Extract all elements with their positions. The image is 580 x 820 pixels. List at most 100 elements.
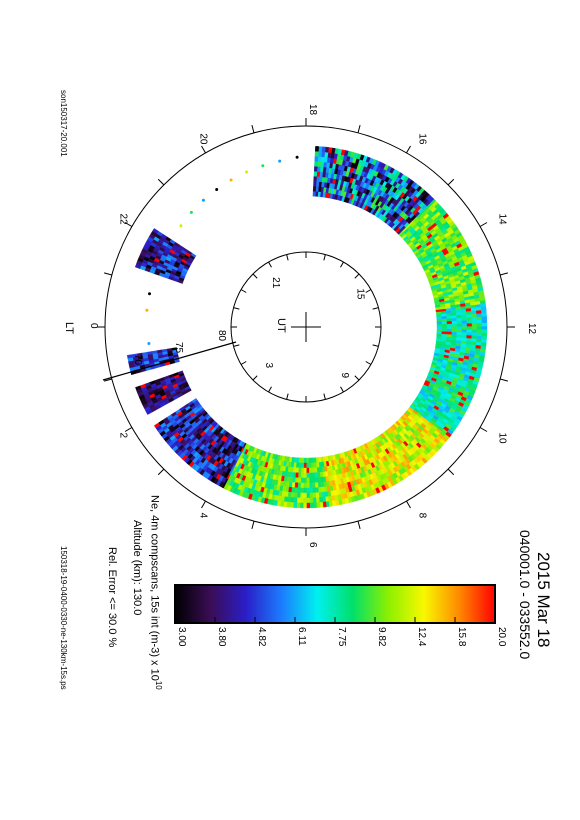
- ut-tick: [354, 273, 360, 279]
- heatmap-cell: [294, 487, 299, 494]
- heatmap-cell: [312, 185, 317, 192]
- heatmap-cell: [313, 175, 317, 182]
- heatmap-cell: [476, 338, 482, 343]
- radial-label-80: 80: [216, 330, 227, 342]
- file-id-left: son150317-20.001: [59, 90, 68, 157]
- lt-tick: [357, 124, 361, 133]
- heatmap-cell: [481, 338, 487, 343]
- trail-point: [229, 178, 233, 182]
- heatmap-cell: [441, 323, 448, 327]
- heatmap-cell: [476, 316, 483, 321]
- heatmap-cell: [461, 331, 468, 336]
- trail-point: [179, 224, 183, 228]
- file-id-right: 150318-19-0400-0330-ne-130km-15s.ps: [59, 546, 68, 690]
- heatmap-cell: [441, 333, 448, 337]
- heatmap-cell: [466, 325, 473, 330]
- heatmap-cell: [461, 326, 468, 330]
- heatmap-cell: [471, 319, 478, 324]
- heatmap-cell: [441, 328, 448, 332]
- heatmap-cell: [476, 322, 483, 327]
- heatmap-cell: [287, 496, 292, 503]
- ut-tick-label: 21: [270, 277, 281, 289]
- lt-tick: [406, 500, 411, 509]
- heatmap-cell: [301, 467, 305, 474]
- trail-point: [147, 342, 151, 345]
- heatmap-cell: [300, 492, 304, 499]
- heatmap-cell: [471, 331, 478, 336]
- heatmap-cell: [306, 467, 310, 474]
- lt-tick-label: 14: [497, 214, 508, 226]
- heatmap-cell: [316, 502, 321, 508]
- heatmap-cell: [297, 492, 302, 499]
- ut-tick: [365, 361, 372, 365]
- heatmap-cell: [441, 320, 448, 325]
- heatmap-cell: [306, 482, 311, 489]
- heatmap-cell: [466, 334, 473, 339]
- heatmap-cell: [466, 322, 473, 327]
- heatmap-cell: [293, 502, 298, 509]
- lt-tick-label: 6: [307, 542, 318, 548]
- ut-tick: [233, 344, 240, 347]
- heatmap-cell: [456, 317, 463, 321]
- colorbar-tick-label: 3.80: [216, 627, 227, 647]
- heatmap-cell: [298, 457, 303, 464]
- heatmap-cell: [301, 472, 305, 479]
- lt-tick: [251, 124, 255, 133]
- heatmap-cell: [286, 501, 292, 508]
- heatmap-cell: [303, 492, 308, 499]
- lt-tick: [447, 468, 455, 476]
- ut-tick: [340, 386, 344, 393]
- lt-tick-label: 2: [117, 433, 128, 439]
- heatmap-cell: [295, 477, 299, 484]
- heatmap-cell: [441, 326, 448, 329]
- heatmap-cell: [297, 482, 302, 489]
- lt-tick-label: 16: [417, 133, 428, 145]
- heatmap-cell: [476, 335, 483, 340]
- heatmap-cell: [481, 319, 488, 324]
- heatmap-cell: [461, 320, 468, 324]
- heatmap-cell: [290, 497, 295, 503]
- colorbar-tick-label: 3.00: [176, 627, 187, 647]
- heatmap-cell: [317, 151, 322, 157]
- heatmap-cell: [313, 180, 317, 187]
- heatmap-cell: [316, 171, 321, 177]
- colorbar-tick-label: 20.0: [496, 627, 507, 647]
- parameter-text: Ne, 4m compscans, 15s int (m-3) x 10: [148, 495, 161, 681]
- lt-tick-label: 0: [88, 323, 99, 329]
- inner-ut-axis-title: UT: [275, 318, 287, 333]
- ut-tick: [340, 261, 344, 268]
- heatmap-cell: [446, 323, 453, 327]
- colorbar-tick-label: 6.11: [296, 627, 307, 646]
- heatmap-cell: [481, 322, 488, 327]
- heatmap-cell: [476, 332, 483, 337]
- heatmap-cell: [294, 492, 298, 499]
- heatmap-cell: [296, 502, 301, 509]
- lt-tick: [500, 378, 509, 382]
- lt-tick-label: 20: [198, 133, 209, 145]
- heatmap-cell: [461, 328, 468, 333]
- lt-tick: [103, 272, 112, 276]
- heatmap-cell: [292, 477, 296, 483]
- heatmap-cell: [300, 487, 305, 494]
- heatmap-cell: [446, 331, 453, 335]
- heatmap-cell: [290, 502, 295, 508]
- lt-tick-label: 4: [198, 513, 209, 519]
- heatmap-cell: [436, 328, 443, 332]
- heatmap-cell: [312, 487, 317, 494]
- colorbar-tick-label: 9.82: [376, 627, 387, 647]
- heatmap-cell: [306, 472, 310, 479]
- trail-point: [189, 210, 193, 214]
- heatmap-cell: [298, 472, 302, 479]
- heatmap-cell: [309, 502, 314, 509]
- heatmap-cell: [476, 328, 483, 333]
- heatmap-cell: [461, 334, 468, 339]
- heatmap-cell: [456, 320, 463, 324]
- ut-tick: [252, 375, 258, 381]
- heatmap-cell: [309, 482, 313, 489]
- heatmap-cell: [476, 319, 483, 324]
- colorbar-tick-label: 7.75: [336, 627, 347, 647]
- heatmap-cell: [298, 467, 302, 474]
- lt-tick: [406, 145, 411, 154]
- heatmap-cell: [296, 462, 300, 469]
- heatmap-cell: [309, 492, 314, 499]
